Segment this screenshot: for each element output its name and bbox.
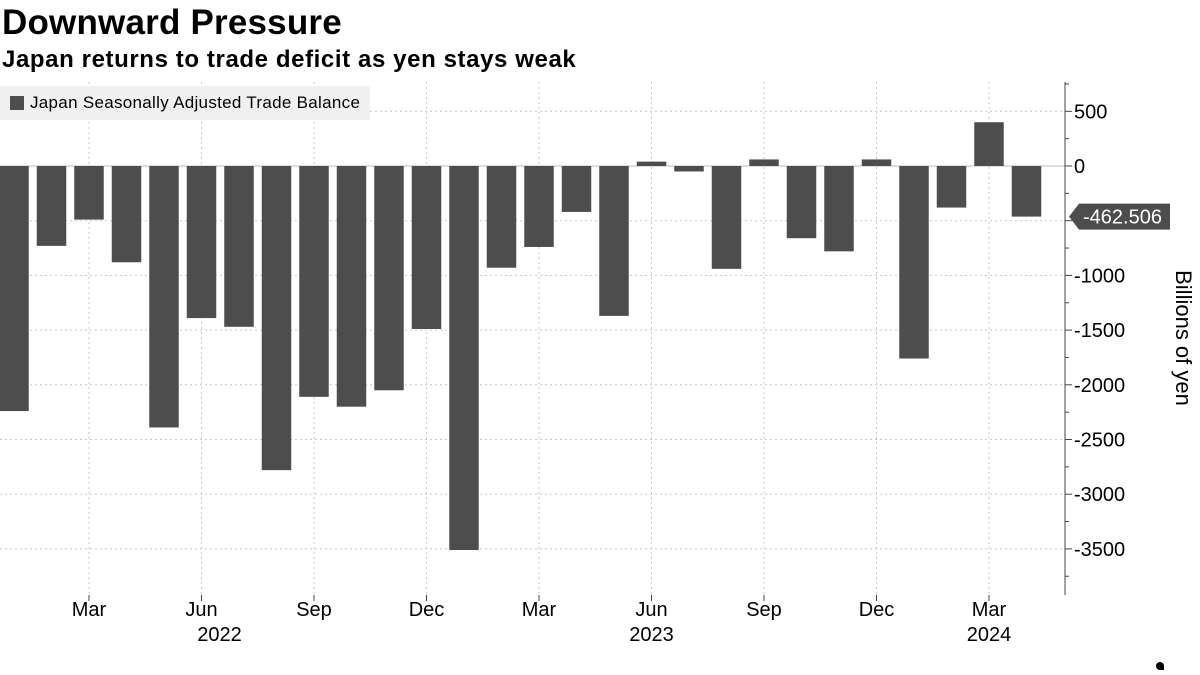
x-tick-label: Sep xyxy=(296,599,332,621)
bar xyxy=(74,166,104,220)
x-tick-label: Dec xyxy=(409,599,445,621)
bar xyxy=(449,166,479,550)
bar xyxy=(374,166,404,391)
bar xyxy=(111,166,142,263)
y-tick-label: 0 xyxy=(1074,156,1085,178)
bar xyxy=(711,166,742,269)
y-tick-label: -1000 xyxy=(1074,265,1125,287)
last-value-label: -462.506 xyxy=(1083,207,1162,229)
bar xyxy=(486,166,517,268)
last-value-tag xyxy=(1069,203,1170,230)
y-axis-label: Billions of yen xyxy=(1171,270,1196,406)
bar xyxy=(261,166,292,471)
legend-label: Japan Seasonally Adjusted Trade Balance xyxy=(30,93,361,112)
y-tick-label: -1500 xyxy=(1074,320,1125,342)
bar xyxy=(411,166,442,330)
bar xyxy=(899,166,929,359)
y-tick-label: -3500 xyxy=(1074,539,1125,561)
x-tick-label: Mar xyxy=(972,599,1007,621)
bar xyxy=(336,166,367,407)
bar xyxy=(674,166,704,172)
chart-title: Downward Pressure xyxy=(2,3,342,42)
bar xyxy=(224,166,254,327)
chart-subtitle: Japan returns to trade deficit as yen st… xyxy=(2,46,577,73)
bar xyxy=(186,166,217,319)
chart-legend: Japan Seasonally Adjusted Trade Balance xyxy=(0,86,371,120)
bar xyxy=(561,166,592,212)
x-tick-label: Jun xyxy=(185,599,217,621)
bar xyxy=(636,161,667,166)
bar xyxy=(1011,166,1042,217)
bar xyxy=(299,166,329,397)
bar xyxy=(524,166,554,247)
bar xyxy=(936,166,967,208)
bar xyxy=(36,166,67,246)
x-tick-label: Mar xyxy=(522,599,557,621)
axes: 5000-500-1000-1500-2000-2500-3000-3500Ma… xyxy=(72,82,1170,646)
logo-mark xyxy=(1156,662,1164,670)
y-tick-label: -3000 xyxy=(1074,484,1125,506)
bar xyxy=(861,159,892,166)
x-year-label: 2022 xyxy=(197,624,242,646)
x-tick-label: Mar xyxy=(72,599,107,621)
bar xyxy=(824,166,854,252)
bar xyxy=(149,166,179,428)
y-tick-label: 500 xyxy=(1074,101,1107,123)
bar xyxy=(0,166,29,412)
x-tick-label: Jun xyxy=(635,599,667,621)
bar xyxy=(786,166,817,239)
x-year-label: 2023 xyxy=(629,624,674,646)
y-tick-label: -2000 xyxy=(1074,375,1125,397)
bar xyxy=(599,166,629,316)
legend-swatch xyxy=(10,96,24,110)
bar xyxy=(749,159,779,166)
x-year-label: 2024 xyxy=(967,624,1012,646)
x-tick-label: Sep xyxy=(746,599,782,621)
x-tick-label: Dec xyxy=(859,599,895,621)
bar xyxy=(974,122,1004,166)
y-tick-label: -2500 xyxy=(1074,430,1125,452)
bars xyxy=(0,122,1042,550)
